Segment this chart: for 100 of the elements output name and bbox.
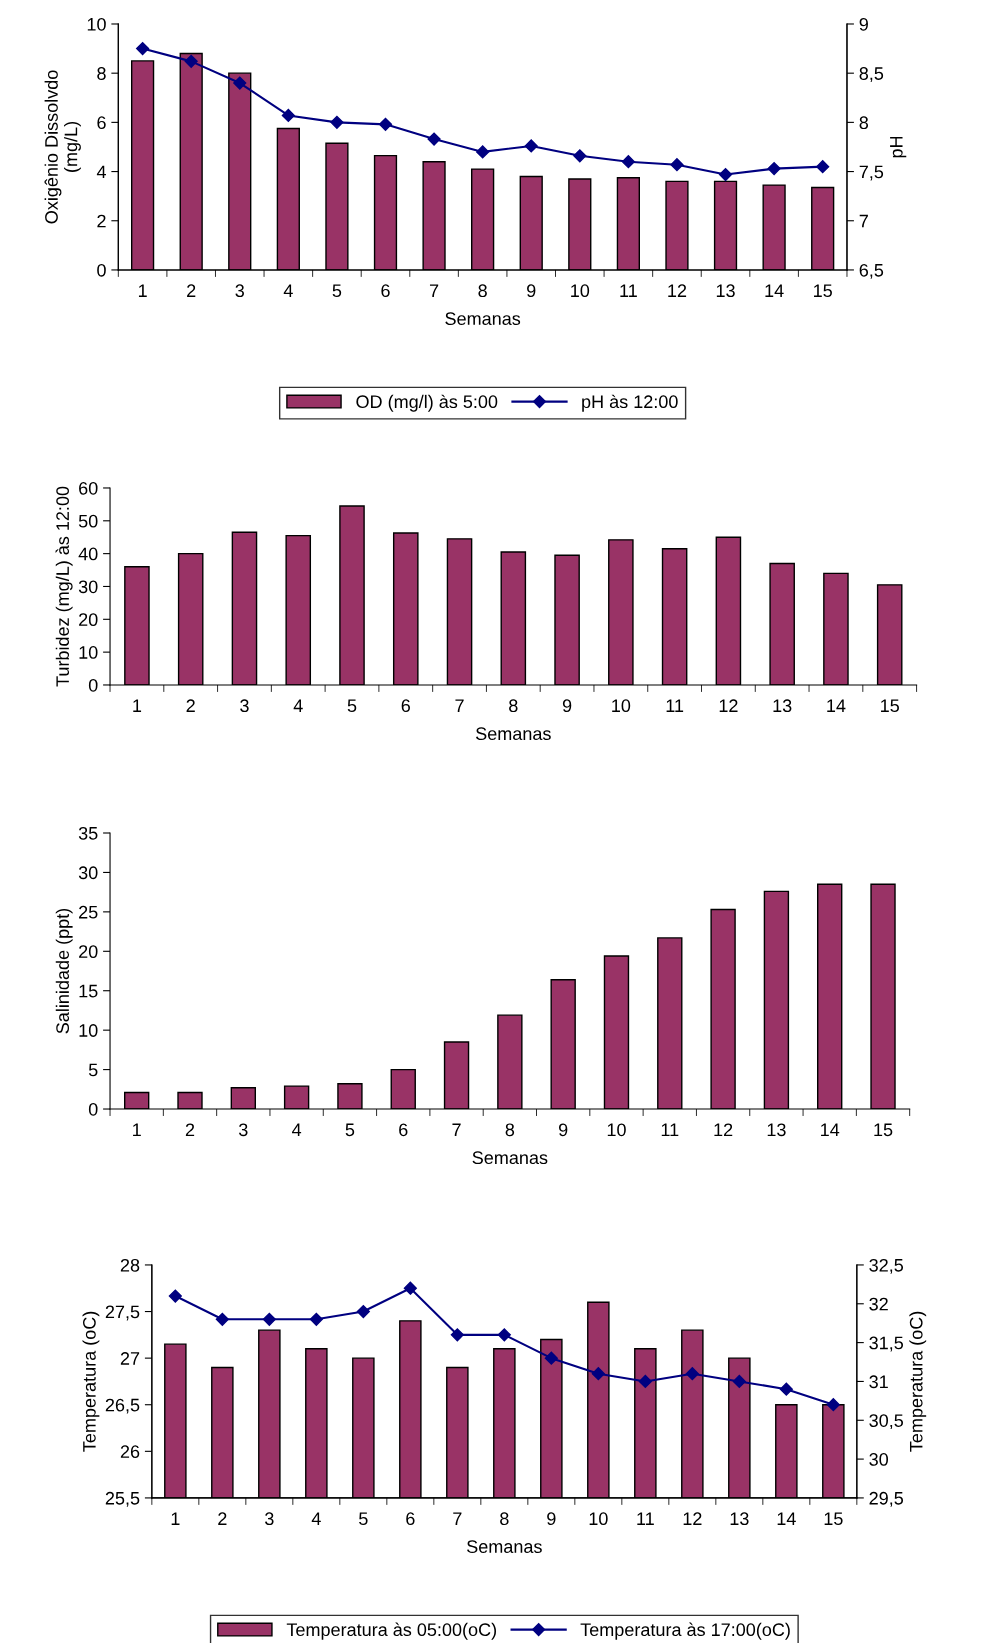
y-tick-label: 30 <box>78 580 98 594</box>
x-tick-label: 9 <box>559 1123 568 1137</box>
y2-axis-title: pH <box>890 136 907 158</box>
point <box>281 108 295 123</box>
y-tick-label: 0 <box>88 678 98 692</box>
x-tick-label: 2 <box>186 699 195 712</box>
y2-tick-label: 31,5 <box>869 1336 904 1352</box>
x-tick-label: 5 <box>332 284 342 298</box>
y2-tick-label: 8,5 <box>859 67 884 83</box>
x-tick-label: 9 <box>562 699 572 713</box>
y-axis-title: Turbidez (mg/L) às 12:00 <box>55 486 73 687</box>
x-tick-label: 13 <box>767 1123 786 1137</box>
x-tick-label: 4 <box>283 284 293 297</box>
y2-tick-label: 7 <box>859 214 868 228</box>
point <box>591 1367 605 1381</box>
x-tick-label: 8 <box>509 699 518 713</box>
x-tick-label: 2 <box>185 1123 195 1136</box>
point <box>718 167 733 182</box>
y-axis-title: Salinidade (ppt) <box>55 908 73 1034</box>
y-tick-label: 26,5 <box>105 1398 140 1414</box>
point <box>670 158 684 172</box>
y-axis-title: Oxigênio Dissolvdo (mg/L) <box>44 70 81 224</box>
x-tick-label: 2 <box>187 284 196 297</box>
y-tick-label: 27,5 <box>105 1305 140 1321</box>
y-tick-label: 15 <box>79 984 98 998</box>
x-tick-label: 8 <box>478 284 487 298</box>
x-tick-label: 14 <box>821 1123 840 1136</box>
y2-tick-label: 30 <box>869 1453 889 1466</box>
y2-tick-label: 9 <box>859 17 868 31</box>
x-tick-label: 1 <box>171 1512 180 1525</box>
x-tick-label: 12 <box>668 284 687 297</box>
y-tick-label: 60 <box>79 481 98 495</box>
x-tick-label: 15 <box>881 699 899 713</box>
x-tick-label: 3 <box>240 699 249 713</box>
y-tick-label: 0 <box>97 263 106 277</box>
point <box>621 155 635 169</box>
point <box>427 132 441 146</box>
point <box>816 160 830 174</box>
x-tick-label: 13 <box>730 1512 749 1526</box>
y-tick-label: 2 <box>97 214 106 228</box>
x-tick-label: 1 <box>138 284 147 297</box>
x-tick-label: 7 <box>452 1123 461 1136</box>
y-tick-label: 8 <box>97 67 106 80</box>
x-tick-label: 5 <box>347 699 357 713</box>
x-tick-label: 7 <box>429 284 439 297</box>
point <box>168 1289 182 1303</box>
y-axis-title: Temperatura (oC) <box>82 1311 100 1452</box>
x-tick-label: 10 <box>607 1123 626 1137</box>
y-tick-label: 35 <box>78 826 98 840</box>
y-tick-label: 6 <box>97 116 106 130</box>
y-tick-label: 10 <box>87 17 106 31</box>
y2-tick-label: 29,5 <box>869 1491 904 1507</box>
x-tick-label: 12 <box>719 699 738 712</box>
x-tick-label: 9 <box>547 1512 556 1526</box>
x-tick-label: 6 <box>406 1512 415 1526</box>
x-tick-label: 4 <box>292 1123 302 1136</box>
y2-tick-label: 31 <box>869 1375 888 1389</box>
x-tick-label: 3 <box>235 284 244 298</box>
point <box>262 1312 276 1326</box>
x-tick-label: 3 <box>265 1512 274 1526</box>
point <box>497 1328 511 1342</box>
point <box>378 117 393 131</box>
legend-label: pH às 12:00 <box>582 394 678 412</box>
x-tick-label: 5 <box>359 1512 368 1526</box>
point <box>638 1374 652 1389</box>
point <box>136 41 150 56</box>
point <box>779 1382 793 1396</box>
x-tick-label: 3 <box>238 1123 248 1137</box>
point <box>732 1374 746 1389</box>
point <box>233 76 247 90</box>
x-tick-label: 14 <box>765 284 784 297</box>
x-tick-label: 15 <box>874 1123 893 1137</box>
x-axis-title: Semanas <box>445 312 521 326</box>
x-tick-label: 13 <box>773 699 792 713</box>
x-tick-label: 8 <box>500 1512 509 1526</box>
x-tick-label: 15 <box>814 284 832 298</box>
y-tick-label: 40 <box>78 547 98 561</box>
point <box>573 149 587 163</box>
x-axis-title: Semanas <box>476 727 551 741</box>
point <box>356 1304 370 1319</box>
x-tick-label: 1 <box>133 1123 141 1136</box>
x-tick-label: 8 <box>505 1123 515 1137</box>
point <box>476 145 490 159</box>
x-tick-label: 4 <box>311 1512 321 1525</box>
x-tick-label: 11 <box>620 284 637 297</box>
y2-tick-label: 30,5 <box>869 1414 904 1430</box>
x-tick-label: 10 <box>571 284 590 298</box>
x-tick-label: 13 <box>716 284 735 298</box>
y-tick-label: 25 <box>79 905 98 919</box>
point <box>767 162 781 176</box>
x-tick-label: 6 <box>399 1123 408 1137</box>
x-tick-label: 6 <box>381 284 390 298</box>
legend-label: Temperatura às 05:00(oC) <box>286 1622 497 1640</box>
y2-tick-label: 8 <box>859 116 869 130</box>
point <box>330 115 344 129</box>
y-tick-label: 25,5 <box>105 1491 140 1507</box>
y-tick-label: 28 <box>120 1258 140 1272</box>
point <box>524 139 538 153</box>
y-tick-label: 5 <box>88 1063 98 1077</box>
x-tick-label: 14 <box>827 699 846 712</box>
